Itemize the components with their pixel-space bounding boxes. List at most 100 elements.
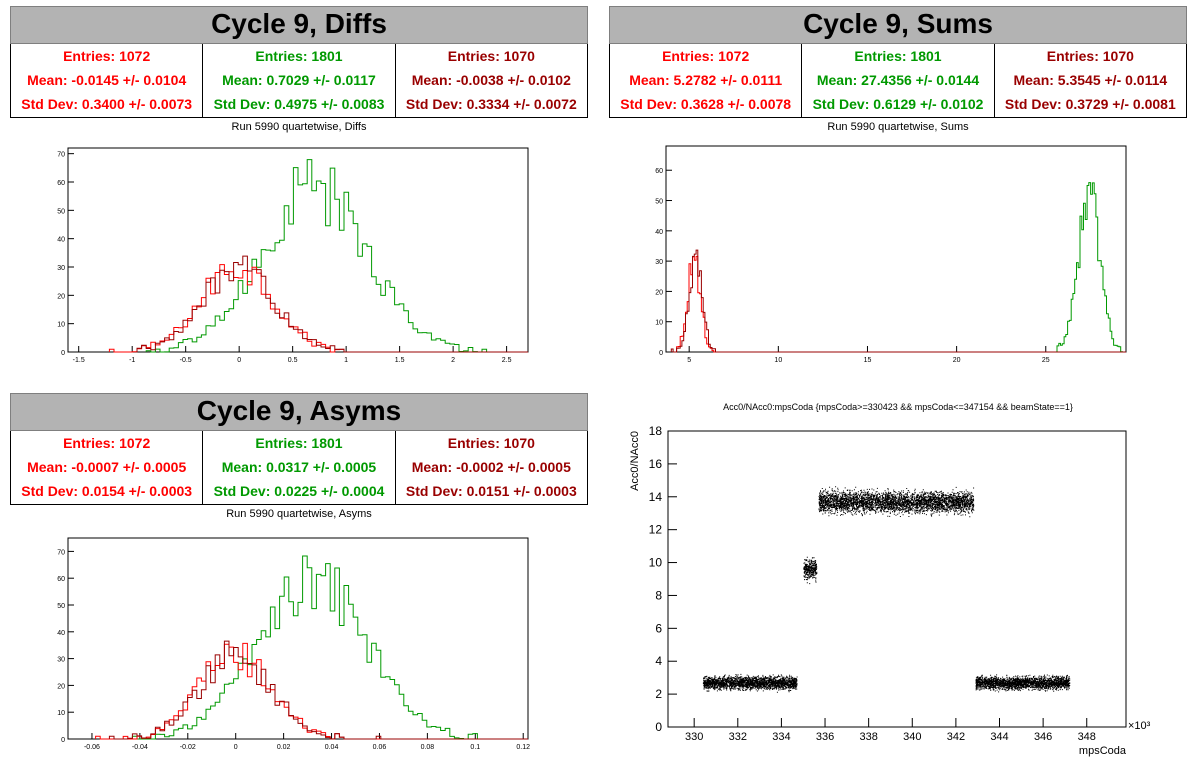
y-tick-label: 12 (649, 523, 663, 537)
std-label: Std Dev: 0.0225 +/- 0.0004 (213, 483, 385, 499)
x-tick-label: -0.02 (180, 744, 196, 751)
x-tick-label: 0.02 (277, 744, 291, 751)
entries-label: Entries: 1072 (63, 435, 151, 451)
entries-label: Entries: 1070 (1046, 48, 1134, 64)
x-tick-label: -0.04 (132, 744, 148, 751)
x-tick-label: 2 (451, 357, 455, 364)
asyms-histogram: 0 10 20 30 40 50 60 70 -0.06 -0.04 -0.02 0 0.02 0.04 0… (57, 537, 530, 751)
entries-label: Entries: 1070 (447, 48, 535, 64)
diffs-histogram: 0 10 20 30 40 50 60 70 -1.5 -1 -0.5 0 0.5 1 1.5 2 2.5 (57, 147, 529, 364)
sums-title: Cycle 9, Sums (609, 6, 1187, 44)
entries-label: Entries: 1801 (854, 48, 942, 64)
series-green-histogram (1056, 182, 1126, 353)
y-tick-label: 40 (655, 229, 663, 236)
x-tick-label: 0.12 (516, 744, 530, 751)
x-tick-label: 0 (234, 744, 238, 751)
y-tick-label: 30 (57, 265, 65, 272)
mean-label: Mean: -0.0002 +/- 0.0005 (411, 459, 571, 475)
y-tick-label: 40 (57, 237, 65, 244)
x-tick-label: 20 (953, 357, 961, 364)
x-tick-label: 330 (685, 731, 703, 743)
entries-label: Entries: 1072 (662, 48, 750, 64)
sums-subtitle: Run 5990 quartetwise, Sums (827, 121, 969, 133)
diffs-stats: Entries: 1072 Mean: -0.0145 +/- 0.0104 S… (10, 44, 588, 118)
std-label: Std Dev: 0.0151 +/- 0.0003 (405, 483, 577, 499)
x-tick-label: 344 (990, 731, 1008, 743)
y-tick-label: 50 (57, 603, 65, 610)
y-tick-label: 4 (655, 654, 662, 668)
x-multiplier-label: ×10³ (1128, 720, 1151, 732)
mean-label: Mean: 0.0317 +/- 0.0005 (221, 459, 377, 475)
mean-label: Mean: 0.7029 +/- 0.0117 (222, 72, 376, 88)
stats-box-darkred: Entries: 1070 Mean: -0.0038 +/- 0.0102 S… (395, 44, 588, 118)
x-tick-label: 0.08 (421, 744, 435, 751)
y-tick-label: 40 (57, 630, 65, 637)
y-tick-label: 0 (61, 350, 65, 357)
scatter-plot: 0 2 4 6 8 10 12 14 16 18 330 332 334 336 338 340 342 344 3… (629, 424, 1151, 757)
y-tick-label: 70 (57, 152, 65, 159)
y-tick-label: 2 (655, 687, 662, 701)
sums-stats: Entries: 1072 Mean: 5.2782 +/- 0.0111 St… (609, 44, 1187, 118)
y-tick-label: 0 (61, 737, 65, 744)
x-tick-label: 0 (237, 357, 241, 364)
stats-box-green: Entries: 1801 Mean: 0.0317 +/- 0.0005 St… (203, 431, 396, 505)
series-green-histogram (145, 159, 528, 353)
y-tick-label: 10 (57, 322, 65, 329)
x-tick-label: -1 (129, 357, 135, 364)
scatter-title: Acc0/NAcc0:mpsCoda {mpsCoda>=330423 && m… (723, 402, 1073, 412)
stats-box-green: Entries: 1801 Mean: 0.7029 +/- 0.0117 St… (203, 44, 396, 118)
y-tick-label: 30 (655, 259, 663, 266)
y-tick-label: 10 (649, 556, 663, 570)
entries-label: Entries: 1072 (63, 48, 151, 64)
std-label: Std Dev: 0.6129 +/- 0.0102 (812, 96, 984, 112)
stats-box-red: Entries: 1072 Mean: -0.0145 +/- 0.0104 S… (10, 44, 204, 118)
x-tick-label: 336 (816, 731, 834, 743)
entries-label: Entries: 1801 (255, 48, 343, 64)
asyms-subtitle: Run 5990 quartetwise, Asyms (226, 508, 372, 520)
mean-label: Mean: -0.0145 +/- 0.0104 (27, 72, 187, 88)
x-tick-label: 1.5 (395, 357, 405, 364)
x-tick-label: 332 (729, 731, 747, 743)
y-axis-label: Acc0/NAcc0 (629, 431, 641, 491)
entries-label: Entries: 1070 (447, 435, 535, 451)
series-darkred-histogram (670, 249, 1126, 353)
y-tick-label: 10 (655, 320, 663, 327)
y-tick-label: 20 (655, 289, 663, 296)
y-tick-label: 10 (57, 710, 65, 717)
y-tick-label: 60 (57, 576, 65, 583)
y-tick-label: 50 (655, 199, 663, 206)
entries-label: Entries: 1801 (255, 435, 343, 451)
y-tick-label: 8 (655, 588, 662, 602)
std-label: Std Dev: 0.3729 +/- 0.0081 (1004, 96, 1176, 112)
stats-box-darkred: Entries: 1070 Mean: -0.0002 +/- 0.0005 S… (395, 431, 588, 505)
x-tick-label: 25 (1042, 357, 1050, 364)
series-darkred-histogram (136, 255, 528, 353)
x-tick-label: 0.5 (288, 357, 298, 364)
diffs-subtitle: Run 5990 quartetwise, Diffs (231, 121, 367, 133)
y-tick-label: 16 (649, 457, 663, 471)
x-tick-label: 15 (864, 357, 872, 364)
std-label: Std Dev: 0.3400 +/- 0.0073 (21, 96, 193, 112)
x-tick-label: 334 (772, 731, 790, 743)
y-tick-label: 60 (57, 180, 65, 187)
y-tick-label: 0 (659, 350, 663, 357)
y-tick-label: 20 (57, 683, 65, 690)
y-tick-label: 18 (649, 424, 663, 438)
stats-box-red: Entries: 1072 Mean: 5.2782 +/- 0.0111 St… (609, 44, 803, 118)
x-tick-label: 10 (774, 357, 782, 364)
y-tick-label: 14 (649, 490, 663, 504)
stats-box-red: Entries: 1072 Mean: -0.0007 +/- 0.0005 S… (10, 431, 204, 505)
stats-box-green: Entries: 1801 Mean: 27.4356 +/- 0.0144 S… (802, 44, 995, 118)
diffs-title: Cycle 9, Diffs (10, 6, 588, 44)
y-tick-label: 50 (57, 208, 65, 215)
x-tick-label: 0.06 (373, 744, 387, 751)
std-label: Std Dev: 0.4975 +/- 0.0083 (213, 96, 385, 112)
y-tick-label: 20 (57, 293, 65, 300)
plot-frame (67, 537, 529, 740)
x-tick-label: 0.04 (325, 744, 339, 751)
x-tick-label: -1.5 (73, 357, 85, 364)
std-label: Std Dev: 0.0154 +/- 0.0003 (21, 483, 193, 499)
std-label: Std Dev: 0.3334 +/- 0.0072 (405, 96, 577, 112)
x-axis-label: mpsCoda (1079, 745, 1127, 757)
mean-label: Mean: 5.3545 +/- 0.0114 (1013, 72, 1168, 88)
